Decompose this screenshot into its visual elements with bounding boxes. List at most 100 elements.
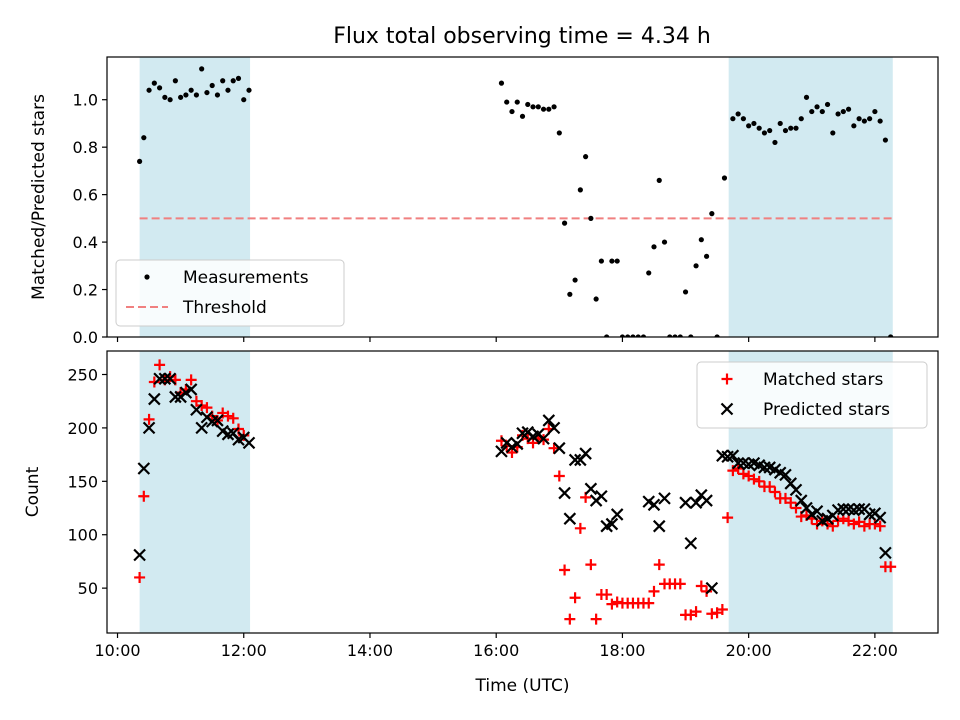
measurement-point [614, 258, 620, 264]
predicted-star-point [731, 456, 745, 470]
predicted-star-point [495, 445, 508, 458]
count-ylabel: Count [23, 466, 43, 517]
measurement-point [814, 104, 820, 110]
predicted-star-point [169, 390, 182, 404]
measurement-point [677, 334, 683, 337]
measurement-point [598, 258, 604, 264]
measurement-point [241, 97, 247, 103]
measurement-point [867, 116, 873, 122]
legend-measurements-marker [144, 274, 150, 280]
measurement-point [835, 111, 841, 117]
predicted-star-point [148, 392, 161, 406]
measurement-point [703, 253, 710, 259]
matched-star-point [559, 564, 571, 576]
measurement-point [567, 291, 573, 297]
measurement-point [151, 80, 157, 86]
matched-star-point [769, 486, 781, 498]
matched-star-point [648, 585, 660, 597]
measurement-point [604, 334, 610, 337]
measurement-point [735, 111, 741, 117]
predicted-star-point [568, 453, 582, 467]
count-ytick-label: 50 [78, 579, 98, 598]
matched-star-point [590, 613, 602, 625]
measurement-point [751, 120, 757, 127]
predicted-star-point [547, 421, 561, 435]
predicted-star-point [190, 403, 203, 417]
measurement-point [746, 123, 752, 129]
predicted-star-point [610, 508, 624, 521]
legend-predicted-label: Predicted stars [763, 400, 890, 420]
matched-star-point [227, 412, 239, 424]
predicted-star-point [852, 502, 866, 516]
count-ytick-label: 200 [67, 419, 98, 438]
matched-star-point [858, 520, 870, 532]
measurement-point [225, 87, 231, 93]
measurement-point [504, 99, 510, 105]
matched-star-point [753, 475, 765, 487]
measurement-point [167, 97, 173, 103]
matched-star-point [785, 497, 797, 509]
measurement-point [199, 66, 205, 72]
matched-star-point [748, 473, 760, 485]
predicted-star-point [133, 548, 146, 562]
legend-box [115, 259, 345, 327]
ratio-ytick-label: 1.0 [73, 91, 98, 110]
measurement-point [583, 154, 589, 160]
measurement-point [640, 334, 647, 337]
measurement-point [793, 125, 799, 131]
measurement-point [146, 87, 152, 93]
predicted-star-point [794, 494, 808, 507]
predicted-star-point [553, 441, 566, 455]
matched-star-point [569, 592, 581, 604]
measurement-point [809, 108, 815, 115]
matched-star-point [690, 606, 702, 618]
predicted-star-point [679, 496, 692, 509]
matched-star-point [585, 559, 597, 571]
count-ytick-label: 250 [67, 366, 98, 385]
measurement-point [856, 116, 862, 122]
predicted-star-point [658, 492, 671, 505]
measurement-point [220, 78, 226, 84]
measurement-point [235, 75, 242, 81]
measurement-point [777, 120, 783, 127]
predicted-star-point [542, 414, 556, 427]
measurement-point [204, 89, 210, 96]
matched-star-point [553, 470, 565, 482]
matched-star-point [722, 512, 734, 524]
ratio-legend: Measurements Threshold [115, 259, 345, 327]
measurement-point [798, 116, 804, 122]
measurement-point [767, 127, 773, 134]
measurement-point [188, 87, 194, 93]
xtick-label: 16:00 [473, 641, 519, 660]
predicted-star-point [689, 496, 703, 509]
predicted-star-point [137, 462, 151, 475]
matched-star-point [643, 597, 655, 609]
xtick-label: 18:00 [599, 641, 645, 660]
count-panel: 50 100 150 200 250 10:00 12:00 14:00 16:00 18:00 2… [23, 350, 939, 696]
predicted-star-point [873, 511, 887, 524]
measurement-point [761, 130, 768, 136]
xlabel: Time (UTC) [475, 676, 570, 696]
measurement-point [851, 123, 857, 129]
predicted-star-point [510, 437, 524, 451]
measurement-point [845, 106, 852, 112]
measurement-point [551, 104, 557, 110]
ratio-shaded-interval [728, 57, 893, 337]
measurement-point [588, 215, 594, 221]
measurement-point [535, 104, 541, 110]
matched-star-point [653, 559, 665, 571]
chart-title: Flux total observing time = 4.34 h [333, 24, 711, 49]
matched-star-point [134, 571, 146, 583]
measurement-point [546, 106, 552, 112]
measurement-point [509, 108, 515, 115]
predicted-star-point [242, 436, 256, 450]
measurement-point [172, 78, 178, 84]
predicted-star-point [684, 536, 698, 550]
matched-star-point [869, 518, 881, 530]
measurement-point [698, 237, 704, 243]
predicted-star-point [879, 546, 892, 560]
measurement-point [882, 137, 889, 143]
measurement-point [230, 78, 236, 84]
matched-star-point [143, 413, 155, 425]
